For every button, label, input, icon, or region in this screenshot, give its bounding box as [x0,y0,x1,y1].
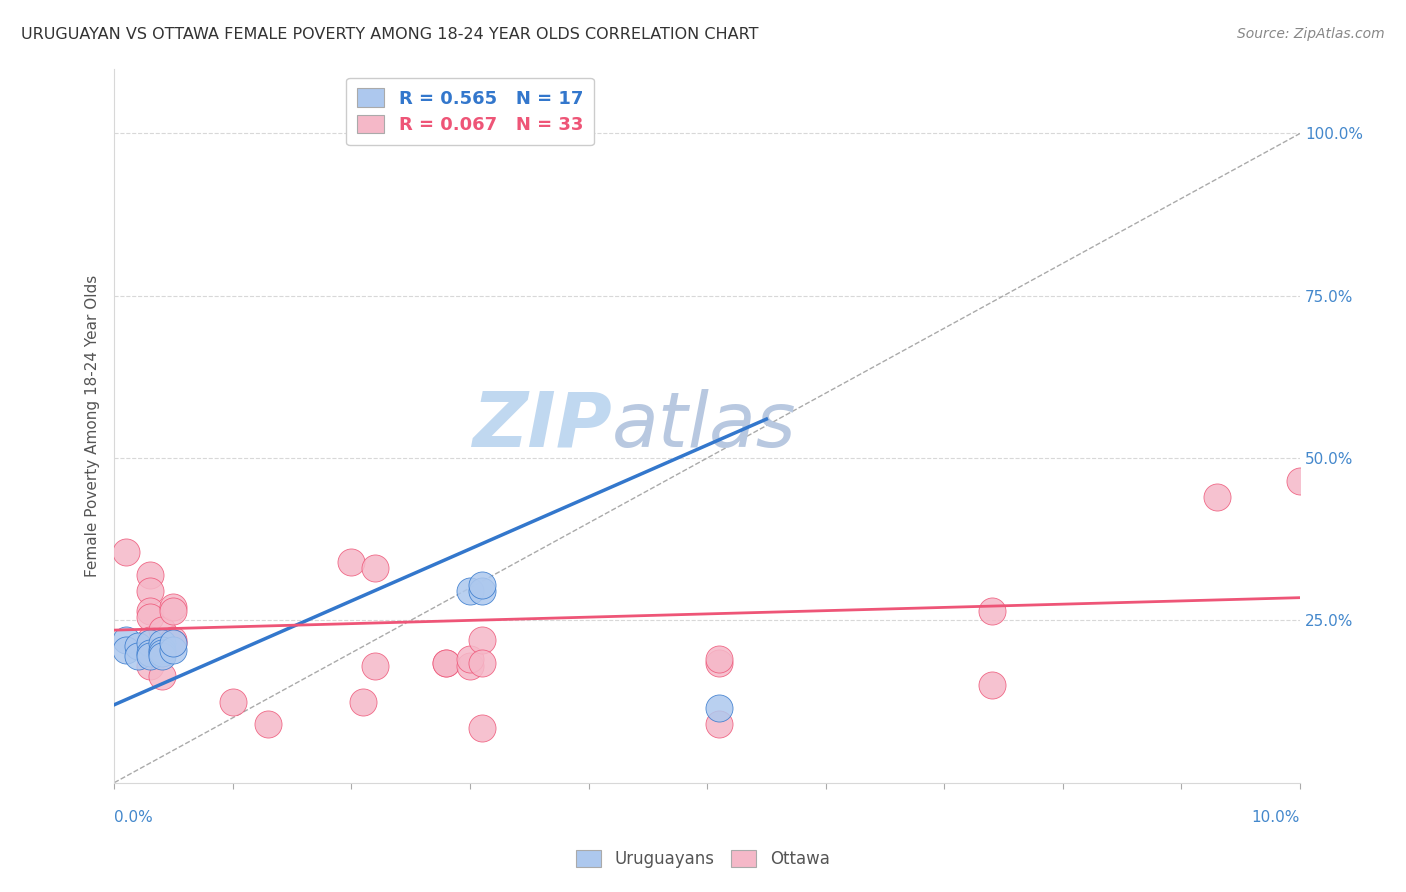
Point [162,642,184,657]
Point [162,600,184,615]
Point [434,656,457,670]
Point [150,642,173,657]
Point [458,652,481,666]
Point [340,555,363,569]
Text: ZIP: ZIP [472,389,612,463]
Point [162,636,184,650]
Point [471,632,494,647]
Point [139,568,162,582]
Point [162,636,184,650]
Point [471,656,494,670]
Point [127,640,149,654]
Point [115,642,138,657]
Point [364,561,387,575]
Point [980,604,1002,618]
Text: URUGUAYAN VS OTTAWA FEMALE POVERTY AMONG 18-24 YEAR OLDS CORRELATION CHART: URUGUAYAN VS OTTAWA FEMALE POVERTY AMONG… [21,27,759,42]
Point [980,678,1002,692]
Point [458,584,481,599]
Point [150,636,173,650]
Legend: R = 0.565   N = 17, R = 0.067   N = 33: R = 0.565 N = 17, R = 0.067 N = 33 [346,78,593,145]
Point [1289,474,1312,488]
Point [115,545,138,559]
Point [139,658,162,673]
Point [139,646,162,660]
Point [150,649,173,664]
Point [707,701,730,715]
Point [139,584,162,599]
Point [434,656,457,670]
Point [1206,490,1229,504]
Text: 10.0%: 10.0% [1251,810,1301,825]
Point [162,604,184,618]
Point [150,646,173,660]
Text: 0.0%: 0.0% [114,810,153,825]
Point [471,721,494,735]
Point [471,577,494,591]
Point [139,649,162,664]
Point [222,694,245,708]
Point [150,623,173,637]
Point [458,658,481,673]
Point [352,694,374,708]
Point [115,632,138,647]
Legend: Uruguayans, Ottawa: Uruguayans, Ottawa [569,843,837,875]
Point [707,652,730,666]
Point [139,636,162,650]
Point [139,632,162,647]
Text: Source: ZipAtlas.com: Source: ZipAtlas.com [1237,27,1385,41]
Text: atlas: atlas [612,389,797,463]
Point [150,668,173,682]
Point [127,649,149,664]
Point [162,632,184,647]
Point [139,610,162,624]
Point [257,717,280,731]
Y-axis label: Female Poverty Among 18-24 Year Olds: Female Poverty Among 18-24 Year Olds [86,275,100,577]
Point [707,656,730,670]
Point [139,604,162,618]
Point [707,717,730,731]
Point [471,584,494,599]
Point [364,658,387,673]
